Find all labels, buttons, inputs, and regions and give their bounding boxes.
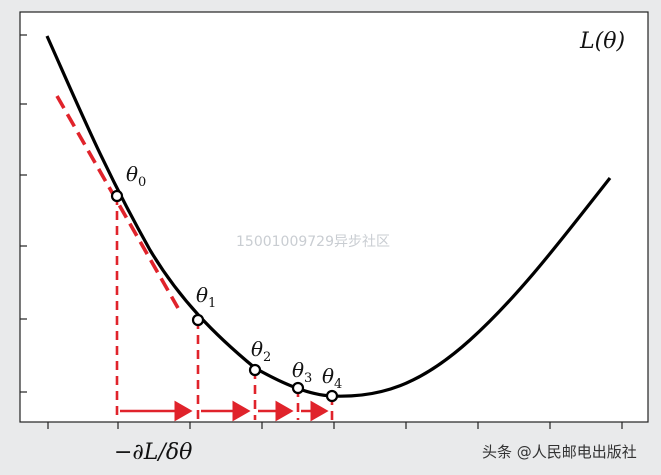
point-theta-4 [325, 389, 339, 403]
plot-panel [19, 11, 649, 423]
label-theta-4: θ4 [322, 364, 342, 392]
watermark-text: 15001009729异步社区 [236, 234, 390, 250]
point-theta-0 [110, 189, 124, 203]
bottom-axis-ticks [47, 422, 623, 429]
gradient-label: −∂L/δθ [114, 440, 192, 465]
label-theta-1: θ1 [196, 283, 216, 311]
credit-text: 头条 @人民邮电出版社 [482, 443, 637, 461]
label-theta-3: θ3 [292, 358, 312, 386]
drop-lines [115, 196, 334, 420]
curve-label: L(θ) [579, 29, 625, 54]
label-theta-2: θ2 [251, 337, 271, 365]
point-theta-1 [191, 313, 205, 327]
point-theta-2 [248, 363, 262, 377]
left-axis-ticks [20, 34, 27, 393]
point-theta-3 [291, 381, 305, 395]
label-theta-0: θ0 [126, 162, 146, 190]
descent-points [110, 189, 339, 403]
